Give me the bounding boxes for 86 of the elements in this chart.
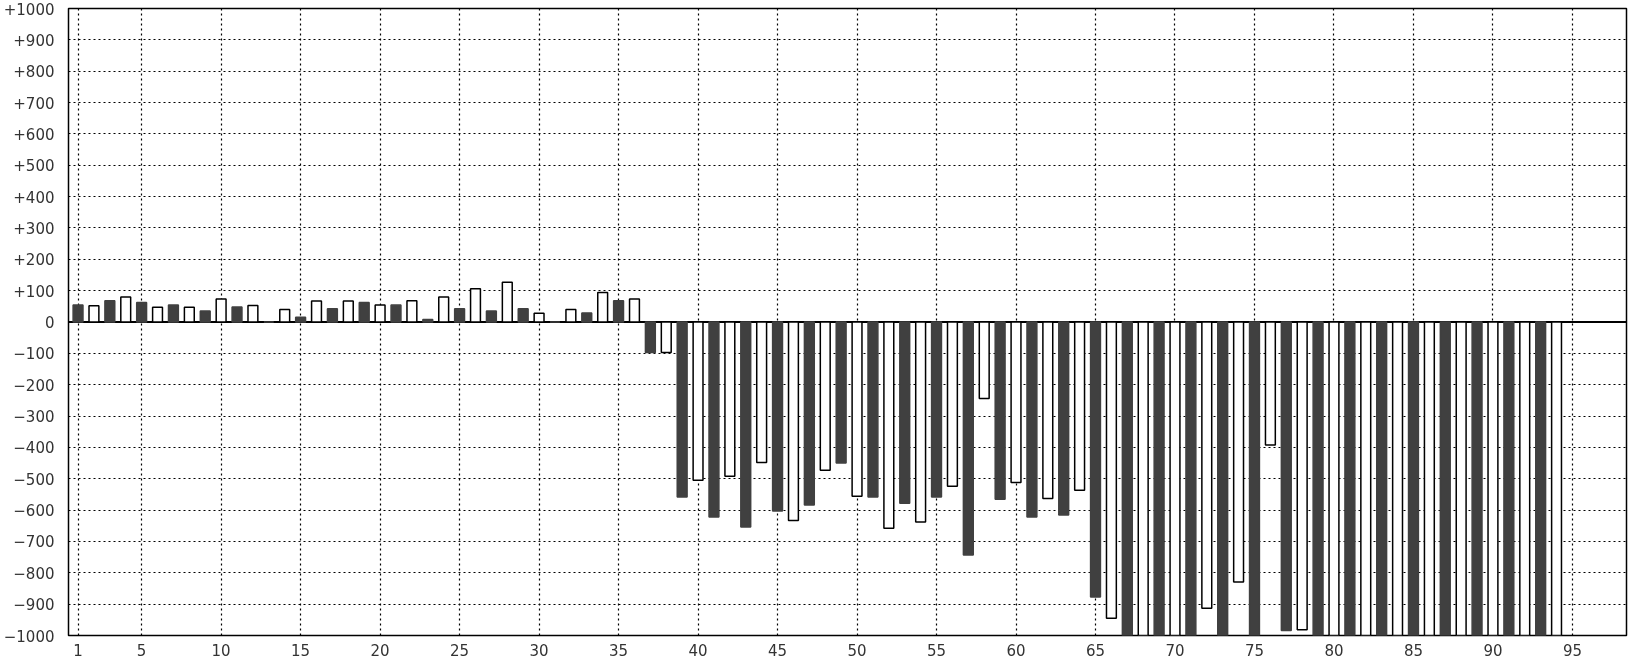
- x-tick-label: 80: [1324, 641, 1344, 660]
- y-tick-label: −300: [13, 408, 55, 427]
- x-tick-label: 90: [1483, 641, 1503, 660]
- x-tick-label: 35: [609, 641, 629, 660]
- bar: [644, 321, 657, 354]
- x-tick-label: 75: [1244, 641, 1265, 660]
- bar: [517, 308, 529, 323]
- bar: [1407, 321, 1420, 636]
- bar: [994, 321, 1006, 500]
- x-tick-label: 50: [847, 641, 867, 660]
- x-tick-label: 70: [1165, 641, 1185, 660]
- bar: [1375, 321, 1388, 636]
- y-tick-label: −1000: [3, 627, 55, 646]
- x-tick-label: 60: [1006, 641, 1026, 660]
- y-tick-label: 0: [44, 314, 55, 332]
- x-tick-label: 55: [926, 641, 947, 660]
- y-tick-label: +700: [13, 94, 55, 113]
- bar: [104, 299, 116, 323]
- y-tick-label: +800: [13, 63, 55, 82]
- bar: [1185, 321, 1197, 636]
- bar: [771, 321, 784, 512]
- x-tick-label: 20: [370, 641, 390, 660]
- x-tick-label: 15: [291, 641, 311, 660]
- bar: [1534, 321, 1547, 636]
- y-tick-label: +400: [13, 188, 55, 207]
- bar: [1058, 321, 1070, 516]
- x-tick-label: 65: [1085, 641, 1106, 660]
- x-tick-label: 45: [768, 641, 788, 660]
- x-tick-label: 1: [73, 641, 83, 660]
- bar: [1121, 321, 1133, 636]
- bar: [1280, 321, 1292, 632]
- bar: [72, 304, 84, 323]
- bar: [422, 318, 434, 323]
- bar: [167, 304, 180, 323]
- bar: [1471, 321, 1483, 636]
- bar: [708, 321, 720, 518]
- bar: [581, 312, 593, 323]
- bar: [867, 321, 879, 498]
- x-tick-label: 40: [688, 641, 708, 660]
- y-tick-label: −100: [13, 345, 55, 364]
- x-tick-label: 95: [1562, 641, 1582, 660]
- y-tick-label: −400: [13, 439, 55, 458]
- bar: [1503, 321, 1515, 636]
- x-tick-label: 30: [529, 641, 549, 660]
- bar: [1248, 321, 1261, 636]
- bar: [1439, 321, 1451, 636]
- x-tick-label: 85: [1403, 641, 1424, 660]
- bar: [676, 321, 688, 498]
- bar: [740, 321, 752, 528]
- bar: [294, 316, 307, 323]
- y-tick-label: −500: [13, 470, 55, 489]
- y-tick-label: −900: [13, 596, 55, 615]
- bar: [899, 321, 911, 504]
- x-tick-label: 10: [211, 641, 231, 660]
- bar: [1344, 321, 1356, 636]
- y-tick-label: +200: [13, 251, 55, 270]
- bar: [1026, 321, 1038, 518]
- y-tick-label: +1000: [3, 0, 55, 19]
- bar: [612, 299, 625, 323]
- bar: [835, 321, 847, 464]
- bar: [135, 301, 148, 323]
- bar: [1312, 321, 1324, 636]
- bar: [231, 306, 243, 323]
- y-tick-label: +900: [13, 31, 55, 50]
- x-tick-label: 25: [450, 641, 470, 660]
- bar: [1153, 321, 1165, 636]
- y-tick-label: +500: [13, 157, 55, 176]
- y-tick-label: +600: [13, 125, 55, 144]
- y-tick-label: −800: [13, 564, 55, 583]
- bar: [962, 321, 974, 556]
- bar: [930, 321, 943, 498]
- y-tick-label: −700: [13, 533, 55, 552]
- bar: [326, 308, 339, 323]
- bar: [358, 301, 370, 323]
- y-tick-label: −600: [13, 502, 55, 521]
- bar: [485, 310, 498, 323]
- bar: [1089, 321, 1102, 598]
- x-tick-label: 5: [136, 641, 147, 660]
- bar: [390, 304, 402, 323]
- bar: [803, 321, 816, 506]
- bar: [1217, 321, 1229, 636]
- y-tick-label: +100: [13, 282, 55, 301]
- bar: [453, 308, 466, 323]
- y-tick-label: −200: [13, 376, 55, 395]
- y-tick-label: +300: [13, 219, 55, 238]
- bar: [199, 310, 211, 323]
